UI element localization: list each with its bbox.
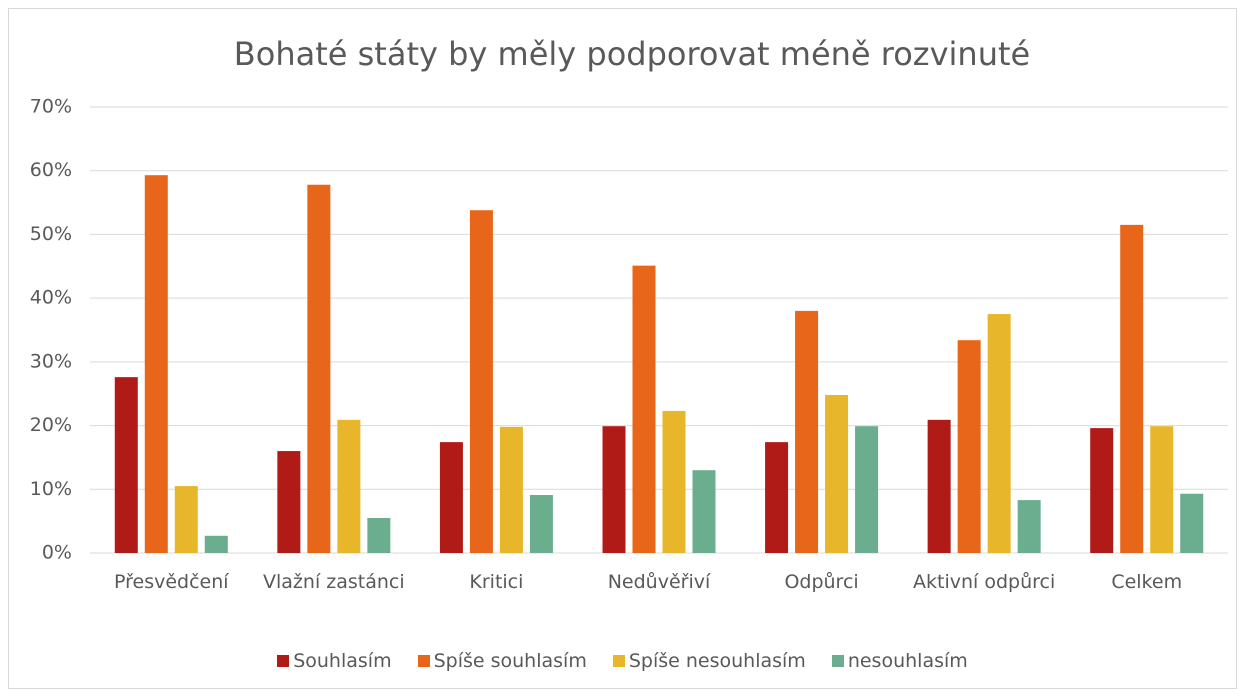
bar [632, 265, 656, 553]
legend-item: nesouhlasím [831, 650, 968, 672]
bar [337, 419, 361, 553]
x-tick-label: Celkem [1111, 571, 1183, 593]
bar [692, 470, 716, 553]
legend-item: Souhlasím [277, 650, 392, 672]
legend: Souhlasím Spíše souhlasím Spíše nesouhlasí… [0, 650, 1245, 672]
x-tick-label: Aktivní odpůrci [913, 571, 1056, 593]
bar [529, 495, 553, 553]
y-tick-label: 20% [30, 414, 72, 436]
bar [144, 175, 168, 553]
bar [499, 426, 523, 553]
y-tick-label: 0% [42, 542, 72, 564]
legend-label: nesouhlasím [847, 650, 968, 672]
bar [795, 310, 819, 553]
bar [1090, 428, 1114, 553]
y-tick-label: 30% [30, 350, 72, 372]
legend-swatch [612, 655, 625, 667]
y-tick-label: 70% [30, 96, 72, 118]
x-tick-label: Přesvědčení [114, 571, 229, 593]
bar [114, 377, 138, 553]
bar [469, 210, 493, 553]
legend-label: Spíše nesouhlasím [628, 650, 806, 672]
bar [602, 426, 626, 553]
legend-item: Spíše souhlasím [417, 650, 587, 672]
bar [855, 426, 879, 553]
legend-swatch [831, 655, 844, 667]
x-tick-label: Kritici [469, 571, 524, 593]
bar [987, 314, 1011, 553]
legend-label: Spíše souhlasím [433, 650, 587, 672]
bar [662, 410, 686, 553]
bar [1120, 224, 1144, 553]
bar [439, 442, 463, 553]
bar [1150, 426, 1174, 553]
legend-item: Spíše nesouhlasím [612, 650, 806, 672]
bar [1017, 500, 1041, 553]
bar [174, 486, 198, 553]
y-tick-label: 60% [30, 159, 72, 181]
bar [1180, 493, 1204, 553]
x-tick-label: Vlažní zastánci [263, 571, 405, 593]
bar [307, 184, 331, 553]
x-tick-label: Odpůrci [784, 571, 859, 593]
legend-swatch [417, 655, 430, 667]
bar [277, 451, 301, 553]
y-tick-label: 10% [30, 478, 72, 500]
bar [765, 442, 789, 553]
y-tick-label: 50% [30, 223, 72, 245]
chart-frame [8, 8, 1237, 689]
x-tick-label: Nedůvěřiví [607, 571, 711, 593]
bar [957, 340, 981, 553]
bar [204, 535, 228, 553]
bar [927, 419, 951, 553]
bar [367, 517, 391, 553]
legend-swatch [277, 655, 290, 667]
y-tick-label: 40% [30, 287, 72, 309]
bar [825, 394, 849, 553]
legend-label: Souhlasím [293, 650, 392, 672]
chart-title: Bohaté státy by měly podporovat méně roz… [234, 35, 1030, 73]
